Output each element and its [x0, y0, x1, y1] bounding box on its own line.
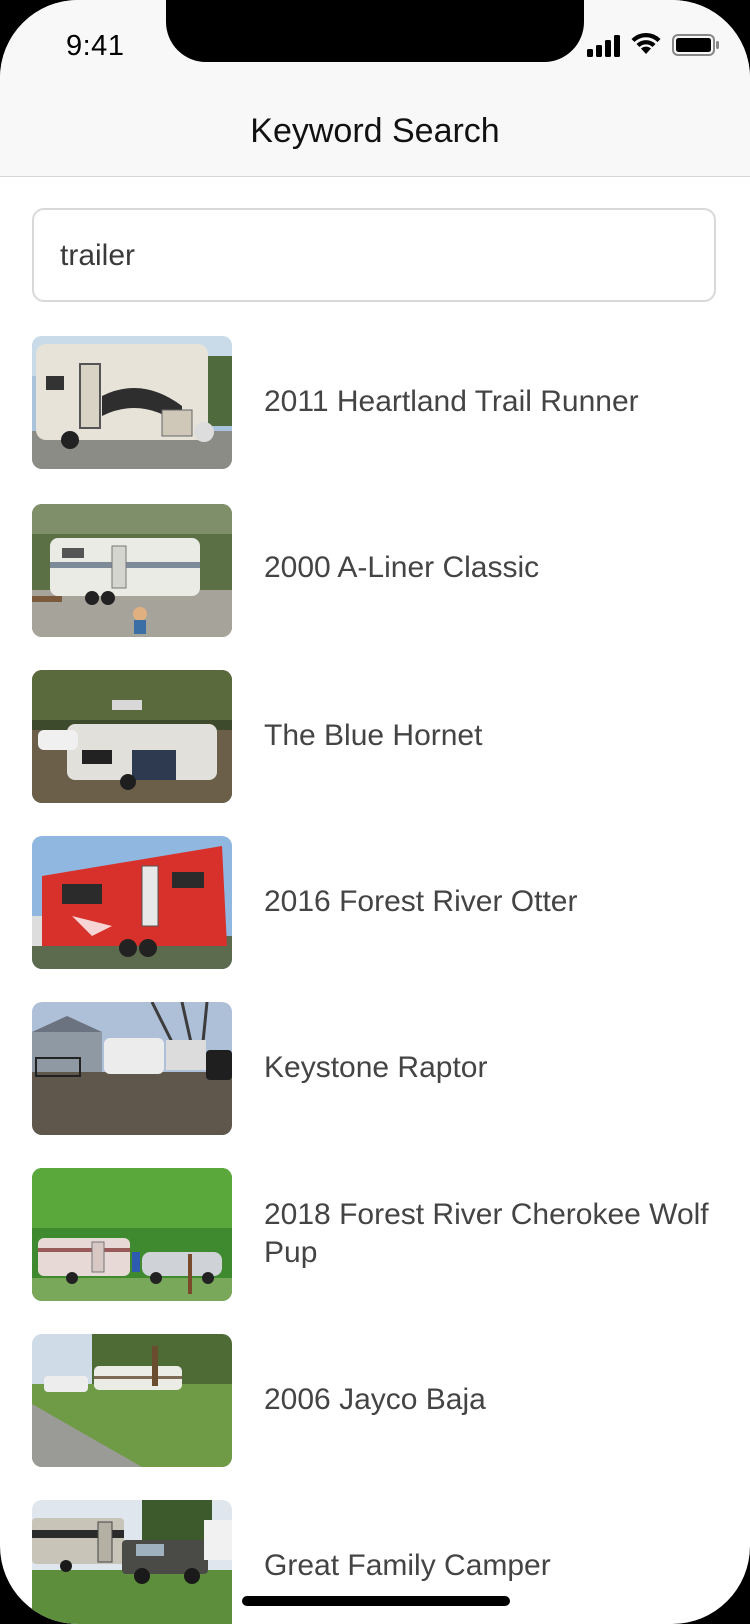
rv-thumbnail-image — [32, 1002, 232, 1135]
list-item[interactable]: Great Family Camper — [0, 1500, 750, 1624]
list-item[interactable]: 2016 Forest River Otter — [0, 836, 750, 970]
list-item-title: 2016 Forest River Otter — [264, 885, 578, 918]
list-item[interactable]: 2018 Forest River Cherokee Wolf Pup — [0, 1168, 750, 1302]
page-title: Keyword Search — [250, 112, 500, 150]
list-item[interactable]: The Blue Hornet — [0, 670, 750, 804]
list-item-title: 2018 Forest River Cherokee Wolf Pup — [264, 1198, 709, 1269]
list-item[interactable]: 2000 A-Liner Classic — [0, 504, 750, 638]
rv-thumbnail-image — [32, 1168, 232, 1301]
list-item-title: The Blue Hornet — [264, 719, 483, 752]
rv-thumbnail-image — [32, 504, 232, 637]
navigation-bar: Keyword Search — [0, 88, 750, 177]
rv-thumbnail-image — [32, 1334, 232, 1467]
battery-icon — [672, 34, 720, 61]
rv-thumbnail-image — [32, 670, 232, 803]
list-item[interactable]: 2011 Heartland Trail Runner — [0, 336, 750, 470]
list-item-title: Keystone Raptor — [264, 1051, 488, 1084]
rv-thumbnail-image — [32, 336, 232, 469]
list-item[interactable]: Keystone Raptor — [0, 1002, 750, 1136]
status-time: 9:41 — [66, 30, 125, 62]
search-field-container[interactable] — [32, 208, 716, 302]
rv-thumbnail-image — [32, 836, 232, 969]
home-indicator[interactable] — [242, 1596, 510, 1606]
list-item-title: 2006 Jayco Baja — [264, 1383, 486, 1416]
list-item[interactable]: 2006 Jayco Baja — [0, 1334, 750, 1468]
device-notch — [166, 0, 584, 62]
list-item-title: Great Family Camper — [264, 1549, 551, 1582]
cellular-signal-icon — [587, 35, 623, 62]
status-bar: 9:41 — [0, 0, 750, 88]
list-item-title: 2011 Heartland Trail Runner — [264, 385, 639, 418]
rv-thumbnail-image — [32, 1500, 232, 1624]
wifi-icon — [630, 32, 662, 61]
list-item-title: 2000 A-Liner Classic — [264, 551, 540, 584]
search-input[interactable] — [58, 210, 692, 302]
